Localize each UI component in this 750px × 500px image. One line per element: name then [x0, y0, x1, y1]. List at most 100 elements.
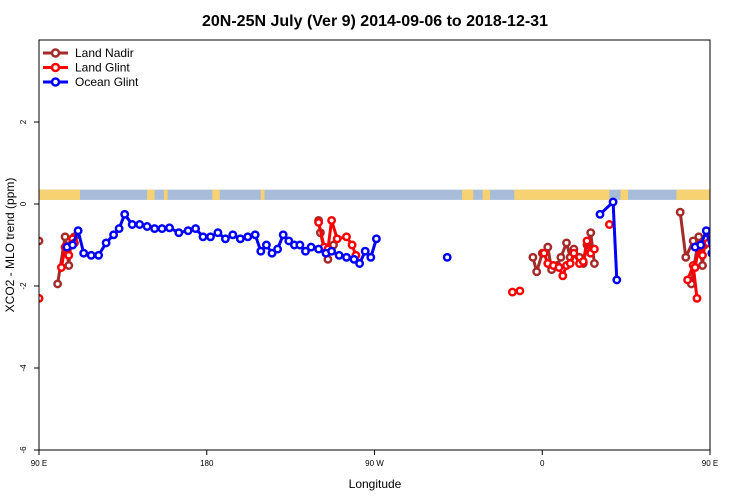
data-point-ocean-glint: [739, 232, 745, 238]
ocean-strip: [39, 189, 710, 200]
land-patch: [260, 189, 265, 200]
data-point-land-glint: [554, 263, 564, 272]
data-point-ocean-glint: [724, 252, 730, 258]
land-patch: [462, 189, 474, 200]
data-point-land-glint: [347, 240, 357, 250]
data-point-ocean-glint: [314, 244, 324, 254]
data-point-land-glint: [698, 250, 707, 260]
data-point-land-nadir: [694, 232, 704, 242]
data-point-land-nadir: [675, 207, 685, 217]
data-point-land-glint: [578, 256, 588, 266]
data-point-ocean-glint: [273, 244, 283, 254]
data-point-ocean-glint: [267, 248, 277, 258]
data-point-ocean-glint: [86, 250, 96, 260]
data-point-ocean-glint: [701, 226, 710, 236]
land-patch: [212, 189, 220, 200]
data-point-land-nadir: [64, 261, 74, 270]
data-point-ocean-glint: [731, 240, 737, 246]
x-tick-label: 0: [540, 459, 545, 468]
data-point-ocean-glint: [135, 220, 145, 229]
x-axis-label: Longitude: [349, 477, 402, 491]
data-point-ocean-glint: [243, 232, 253, 242]
data-point-land-glint: [327, 215, 337, 225]
legend-item-land-nadir: Land Nadir: [43, 46, 134, 60]
data-point-ocean-glint: [360, 246, 370, 256]
data-point-land-nadir: [39, 236, 44, 246]
data-point-land-nadir: [681, 252, 691, 262]
land-patch: [710, 190, 729, 200]
data-point-ocean-glint: [142, 222, 152, 231]
data-point-ocean-glint: [595, 209, 605, 219]
legend-marker: [50, 62, 61, 73]
data-point-ocean-glint: [206, 232, 215, 242]
data-point-land-nadir: [562, 238, 571, 248]
data-point-ocean-glint: [114, 224, 124, 234]
legend-marker: [50, 48, 61, 58]
data-point-ocean-glint: [608, 197, 618, 207]
data-point-ocean-glint: [120, 209, 130, 219]
data-point-ocean-glint: [68, 240, 78, 250]
x-axis: 90 E 180 90 W 0 90 E: [31, 450, 718, 468]
data-point-land-nadir: [53, 279, 63, 289]
data-point-land-glint: [539, 248, 549, 258]
y-tick-label: -2: [19, 282, 28, 290]
y-tick-label: 0: [19, 201, 28, 206]
data-point-ocean-glint: [261, 240, 271, 250]
data-point-ocean-glint: [228, 230, 238, 240]
legend-item-land-glint: Land Glint: [43, 61, 130, 75]
data-point-ocean-glint: [220, 234, 230, 244]
data-point-land-nadir: [528, 252, 538, 262]
data-point-ocean-glint: [349, 254, 359, 264]
data-point-ocean-glint: [109, 230, 119, 240]
data-point-land-glint: [589, 244, 599, 254]
land-patch: [482, 189, 491, 200]
series-layer: [39, 197, 745, 303]
data-point-land-glint: [565, 259, 575, 268]
data-point-ocean-glint: [696, 240, 706, 250]
land-ocean-strip: [39, 189, 729, 200]
y-axis-label: XCO2 - MLO trend (ppm): [3, 178, 17, 313]
series-ocean-glint: [62, 197, 745, 285]
data-point-ocean-glint: [150, 224, 160, 234]
data-point-ocean-glint: [278, 230, 288, 240]
data-point-land-nadir: [589, 259, 599, 268]
data-point-land-glint: [56, 263, 66, 272]
data-point-ocean-glint: [191, 224, 201, 234]
x-tick-label: 90 W: [365, 459, 384, 468]
legend-label: Ocean Glint: [75, 75, 139, 89]
x-tick-label: 180: [200, 459, 214, 468]
data-point-ocean-glint: [256, 246, 266, 256]
data-point-land-nadir: [698, 261, 707, 270]
data-point-land-nadir: [532, 267, 542, 277]
data-point-ocean-glint: [183, 226, 193, 236]
data-point-ocean-glint: [235, 234, 245, 244]
data-point-ocean-glint: [250, 230, 260, 240]
data-point-land-glint: [332, 234, 342, 244]
land-patch: [147, 189, 155, 200]
land-patch: [39, 189, 81, 200]
data-point-ocean-glint: [79, 248, 89, 258]
y-tick-label: 2: [19, 119, 28, 124]
land-patch: [163, 189, 168, 200]
land-patch: [620, 189, 628, 200]
data-point-ocean-glint: [306, 242, 316, 252]
chart-title: 20N-25N July (Ver 9) 2014-09-06 to 2018-…: [202, 13, 548, 30]
data-point-ocean-glint: [371, 234, 381, 244]
data-point-ocean-glint: [127, 220, 137, 229]
data-point-land-glint: [604, 220, 614, 229]
data-point-ocean-glint: [174, 228, 184, 238]
data-point-ocean-glint: [355, 259, 365, 268]
data-point-ocean-glint: [213, 228, 223, 238]
data-point-land-glint: [690, 263, 700, 272]
data-point-ocean-glint: [295, 240, 305, 250]
data-point-ocean-glint: [342, 252, 351, 262]
data-point-land-nadir: [60, 232, 70, 242]
data-point-ocean-glint: [442, 252, 452, 262]
x-tick-label: 90 E: [702, 459, 718, 468]
series-line-land-nadir: [678, 212, 695, 259]
data-point-ocean-glint: [334, 250, 344, 260]
legend-label: Land Nadir: [75, 46, 134, 60]
data-point-ocean-glint: [198, 232, 208, 242]
